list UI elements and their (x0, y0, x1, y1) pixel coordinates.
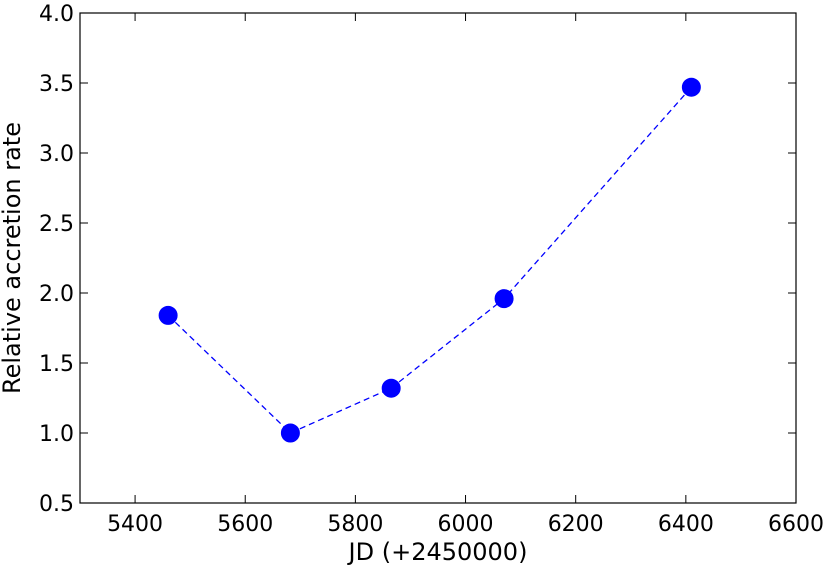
y-tick-label: 1.5 (39, 352, 74, 377)
x-axis-label: JD (+2450000) (347, 538, 528, 566)
x-tick-label: 5800 (327, 512, 383, 537)
labels-layer: JD (+2450000) Relative accretion rate (0, 122, 527, 566)
x-tick-label: 6000 (438, 512, 494, 537)
series-layer (158, 77, 701, 443)
y-tick-label: 3.0 (39, 142, 74, 167)
x-tick-label: 6400 (658, 512, 714, 537)
y-tick-label: 3.5 (39, 72, 74, 97)
y-axis-label: Relative accretion rate (0, 122, 26, 394)
data-point (681, 77, 701, 97)
y-tick-label: 4.0 (39, 2, 74, 27)
data-point (280, 423, 300, 443)
x-tick-label: 6200 (548, 512, 604, 537)
y-tick-label: 0.5 (39, 492, 74, 517)
plot-frame (79, 12, 797, 504)
series-line (167, 86, 692, 434)
x-tick-label: 5600 (217, 512, 273, 537)
data-point (158, 305, 178, 325)
ticks-layer: 5400 5600 5800 6000 6200 6400 6600 0.5 1.0 1.5 2.0… (39, 2, 824, 537)
x-tick-label: 5400 (107, 512, 163, 537)
data-point (494, 289, 514, 309)
data-point (381, 378, 401, 398)
y-tick-label: 2.0 (39, 282, 74, 307)
x-tick-label: 6600 (768, 512, 824, 537)
y-tick-label: 2.5 (39, 212, 74, 237)
y-tick-label: 1.0 (39, 422, 74, 447)
